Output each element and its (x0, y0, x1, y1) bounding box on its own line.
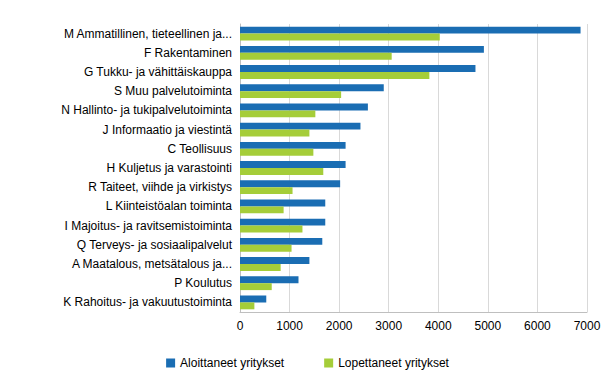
svg-text:3000: 3000 (375, 319, 402, 333)
svg-text:1000: 1000 (276, 319, 303, 333)
svg-text:Aloittaneet yritykset: Aloittaneet yritykset (180, 356, 285, 370)
svg-text:M Ammatillinen, tieteellinen j: M Ammatillinen, tieteellinen ja... (64, 27, 232, 41)
svg-text:0: 0 (237, 319, 244, 333)
svg-text:L Kiinteistöalan toiminta: L Kiinteistöalan toiminta (106, 199, 233, 213)
svg-text:S Muu palvelutoiminta: S Muu palvelutoiminta (114, 84, 232, 98)
svg-text:5000: 5000 (475, 319, 502, 333)
svg-text:G Tukku- ja vähittäiskauppa: G Tukku- ja vähittäiskauppa (84, 65, 232, 79)
svg-text:N Hallinto- ja tukipalvelutoim: N Hallinto- ja tukipalvelutoiminta (61, 103, 232, 117)
svg-text:P Koulutus: P Koulutus (174, 276, 232, 290)
svg-text:Lopettaneet yritykset: Lopettaneet yritykset (338, 356, 449, 370)
svg-text:Q Terveys- ja sosiaalipalvelut: Q Terveys- ja sosiaalipalvelut (77, 238, 233, 252)
svg-text:F Rakentaminen: F Rakentaminen (144, 46, 232, 60)
svg-text:A Maatalous, metsätalous ja...: A Maatalous, metsätalous ja... (72, 257, 232, 271)
svg-text:I Majoitus- ja ravitsemistoimi: I Majoitus- ja ravitsemistoiminta (65, 219, 233, 233)
svg-text:R Taiteet, viihde ja virkistys: R Taiteet, viihde ja virkistys (88, 180, 232, 194)
svg-text:J Informaatio ja viestintä: J Informaatio ja viestintä (103, 123, 233, 137)
svg-text:7000: 7000 (574, 319, 601, 333)
svg-text:6000: 6000 (524, 319, 551, 333)
svg-text:H Kuljetus ja varastointi: H Kuljetus ja varastointi (107, 161, 232, 175)
svg-text:2000: 2000 (326, 319, 353, 333)
svg-text:K Rahoitus- ja vakuutustoimint: K Rahoitus- ja vakuutustoiminta (63, 295, 232, 309)
svg-text:4000: 4000 (425, 319, 452, 333)
svg-text:C Teollisuus: C Teollisuus (168, 142, 232, 156)
